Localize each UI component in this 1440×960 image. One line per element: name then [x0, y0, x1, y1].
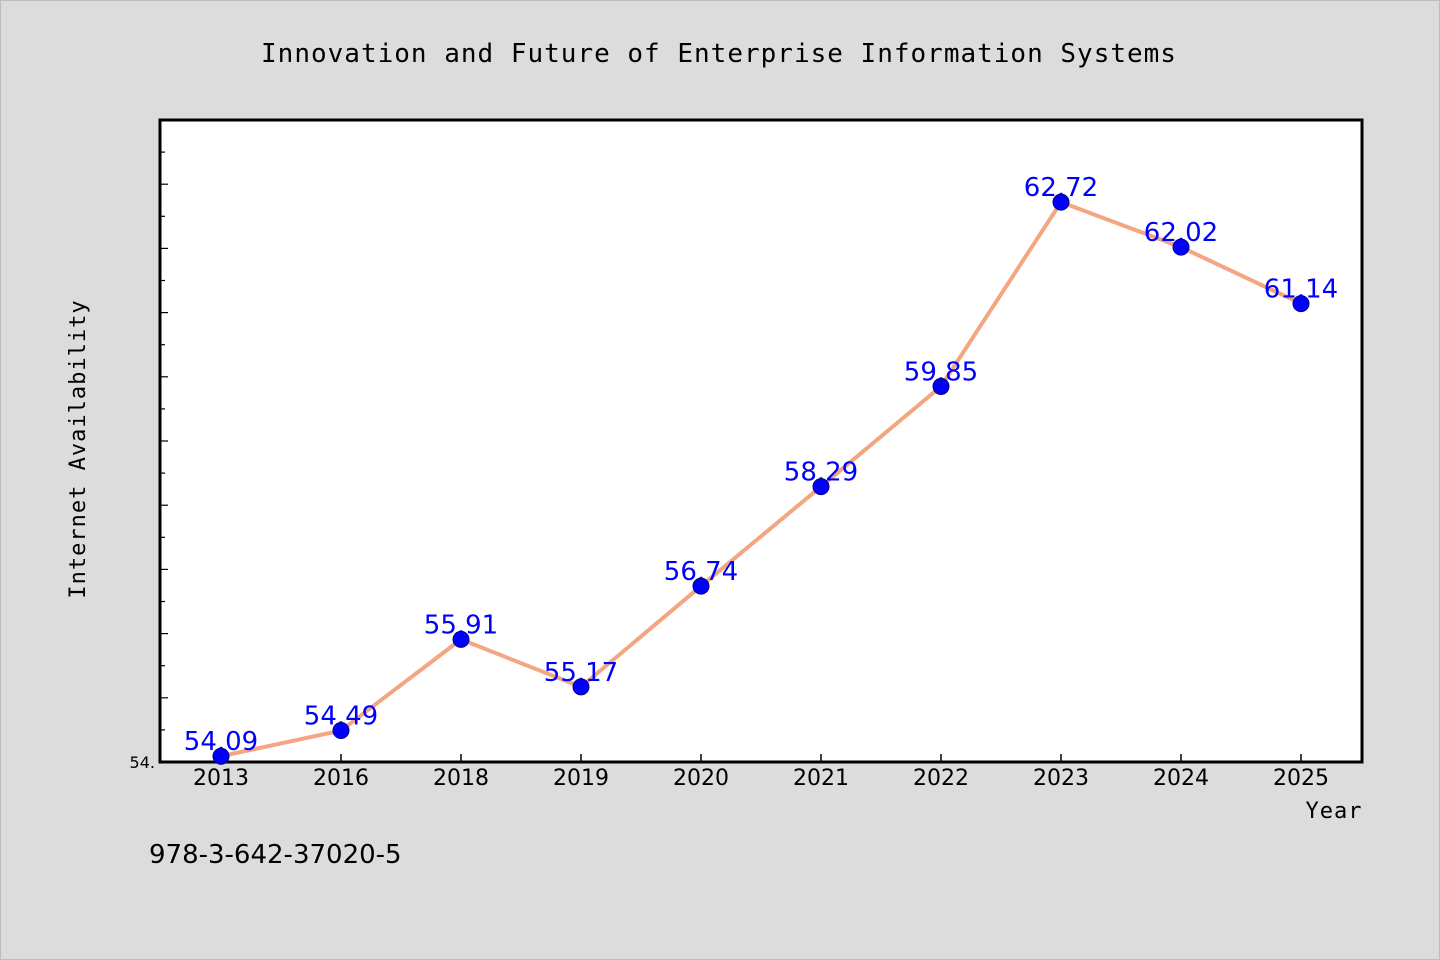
data-point	[932, 377, 950, 395]
x-axis-label: Year	[1306, 799, 1363, 824]
data-point	[1292, 295, 1310, 313]
x-tick-label: 2013	[193, 766, 249, 791]
series-line	[219, 200, 1303, 759]
data-point	[332, 722, 350, 740]
chart-title: Innovation and Future of Enterprise Info…	[261, 39, 1177, 69]
data-point	[692, 577, 710, 595]
y-tick-label: 54.	[130, 753, 155, 772]
data-point	[452, 630, 470, 648]
isbn-text: 978-3-642-37020-5	[149, 840, 402, 870]
series-group: 54.0954.4955.9155.1756.7458.2959.8562.72…	[184, 173, 1338, 765]
x-tick-label: 2020	[673, 766, 729, 791]
x-tick-label: 2021	[793, 766, 849, 791]
plot-area	[158, 118, 1364, 764]
data-point	[1052, 193, 1070, 211]
data-point	[212, 747, 230, 765]
data-point	[572, 678, 590, 696]
x-axis-ticks: 2013 2016 2018 2019 2020 2021 2022 2023 2024 2025	[193, 754, 1329, 791]
y-axis-ticks	[160, 119, 168, 763]
data-point	[812, 478, 830, 496]
x-tick-label: 2019	[553, 766, 609, 791]
y-axis-label: Internet Availability	[66, 299, 91, 598]
x-tick-label: 2018	[433, 766, 489, 791]
data-point	[1172, 238, 1190, 256]
x-tick-label: 2024	[1153, 766, 1209, 791]
x-tick-label: 2022	[913, 766, 969, 791]
x-tick-label: 2023	[1033, 766, 1089, 791]
x-tick-label: 2025	[1273, 766, 1329, 791]
x-tick-label: 2016	[313, 766, 369, 791]
